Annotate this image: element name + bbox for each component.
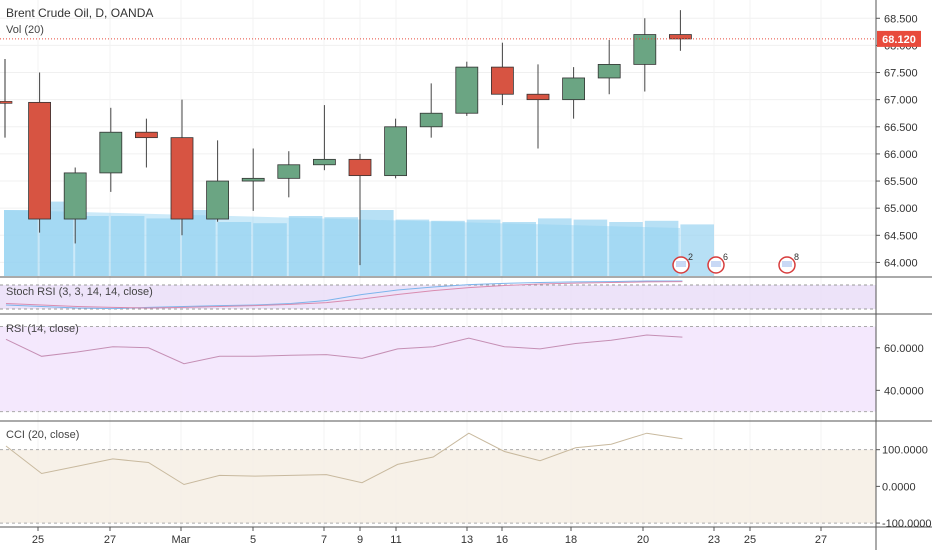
event-count-label: 2 [688, 252, 693, 262]
candle-body[interactable] [134, 131, 158, 139]
stoch-band [0, 285, 876, 309]
time-tick-label: 5 [250, 534, 256, 546]
last-price-badge [877, 30, 921, 47]
time-tick-label: 27 [104, 534, 116, 546]
rsi-tick-label: 60.0000 [884, 343, 924, 355]
time-tick-label: 11 [390, 534, 401, 546]
flag-icon [782, 261, 792, 267]
time-tick-label: Mar [172, 534, 191, 546]
price-tick-label: 64.000 [884, 257, 918, 269]
volume-bar [573, 219, 608, 276]
time-tick-label: 27 [815, 534, 827, 546]
price-tick-label: 66.500 [884, 122, 918, 134]
flag-icon [711, 261, 721, 267]
indicator-bands [0, 284, 876, 524]
candle-body[interactable] [170, 137, 194, 220]
cci-legend[interactable]: CCI (20, close) [6, 429, 80, 441]
volume-ma-area [4, 210, 680, 276]
volume-bar [288, 216, 323, 276]
flag-icon [676, 261, 686, 267]
candle-body[interactable] [490, 66, 514, 95]
event-markers[interactable]: 2 6 8 [672, 252, 799, 274]
candle-body[interactable] [455, 66, 479, 114]
time-tick-label: 25 [744, 534, 756, 546]
cci-line [5, 432, 683, 486]
candle-body[interactable] [348, 158, 372, 177]
price-tick-label: 67.000 [884, 95, 918, 107]
volume-bar [538, 218, 572, 276]
candle-body[interactable] [669, 34, 692, 40]
rsi-line [5, 334, 683, 365]
rsi-tick-label: 40.0000 [884, 385, 924, 397]
candle-body[interactable] [384, 126, 408, 177]
symbol-title[interactable]: Brent Crude Oil, D, OANDA [6, 6, 153, 20]
price-tick-label: 66.000 [884, 149, 918, 161]
candle-body[interactable] [99, 131, 123, 174]
volume-bar [217, 222, 252, 276]
volume-bar [182, 210, 216, 276]
price-tick-label: 64.500 [884, 230, 918, 242]
volume-bars [4, 201, 714, 276]
time-tick-label: 9 [357, 534, 363, 546]
volume-bar [324, 217, 358, 276]
time-tick-label: 23 [708, 534, 720, 546]
volume-bar [75, 216, 109, 276]
price-candles[interactable] [0, 10, 692, 266]
candle-body[interactable] [206, 180, 230, 220]
candle-body[interactable] [562, 77, 585, 101]
stoch-series-line [5, 281, 683, 309]
last-price-label: 68.120 [882, 34, 916, 46]
candle-body[interactable] [597, 63, 621, 79]
stoch-rsi-legend[interactable]: Stoch RSI (3, 3, 14, 14, close) [6, 286, 153, 298]
volume-bar [502, 222, 536, 276]
candle-body[interactable] [526, 93, 550, 101]
symbol-name: Brent Crude Oil [6, 6, 89, 20]
volume-bar [395, 219, 430, 276]
volume-bar [4, 210, 38, 276]
event-count-label: 8 [794, 252, 799, 262]
rsi-band [0, 326, 876, 412]
rsi-legend[interactable]: RSI (14, close) [6, 323, 79, 335]
interval-label: D [95, 6, 105, 20]
price-tick-label: 67.500 [884, 68, 918, 80]
candle-body[interactable] [312, 158, 336, 166]
time-tick-label: 20 [637, 534, 649, 546]
volume-bar [110, 216, 145, 276]
volume-bar [360, 210, 394, 276]
cci-tick-label: 0.0000 [882, 481, 916, 493]
volume-legend[interactable]: Vol (20) [6, 24, 44, 36]
indicator-lines [0, 38, 876, 486]
stoch-series-line [5, 280, 683, 310]
time-tick-label: 25 [32, 534, 44, 546]
candle-body[interactable] [241, 177, 265, 182]
event-count-label: 6 [723, 252, 728, 262]
candle-body[interactable] [28, 101, 52, 220]
candle-body[interactable] [277, 164, 301, 179]
time-tick-label: 18 [565, 534, 577, 546]
candle-body[interactable] [0, 101, 13, 104]
broker-label: OANDA [110, 6, 154, 20]
volume-bar [466, 219, 501, 276]
price-tick-label: 65.000 [884, 203, 918, 215]
volume-bar [431, 220, 465, 276]
candle-body[interactable] [633, 34, 657, 65]
volume-bar [609, 222, 643, 276]
volume-bar [253, 223, 287, 276]
cci-tick-label: 100.0000 [882, 445, 928, 457]
volume-bar [146, 218, 180, 276]
price-tick-label: 68.500 [884, 13, 918, 25]
price-tick-label: 65.500 [884, 176, 918, 188]
title-separator: , [104, 6, 111, 20]
title-separator: , [88, 6, 96, 20]
candle-body[interactable] [419, 112, 443, 128]
time-tick-label: 16 [496, 534, 508, 546]
time-tick-label: 7 [321, 534, 327, 546]
candle-body[interactable] [63, 172, 87, 220]
time-tick-label: 13 [461, 534, 473, 546]
cci-tick-label: -100.0000 [882, 518, 932, 530]
